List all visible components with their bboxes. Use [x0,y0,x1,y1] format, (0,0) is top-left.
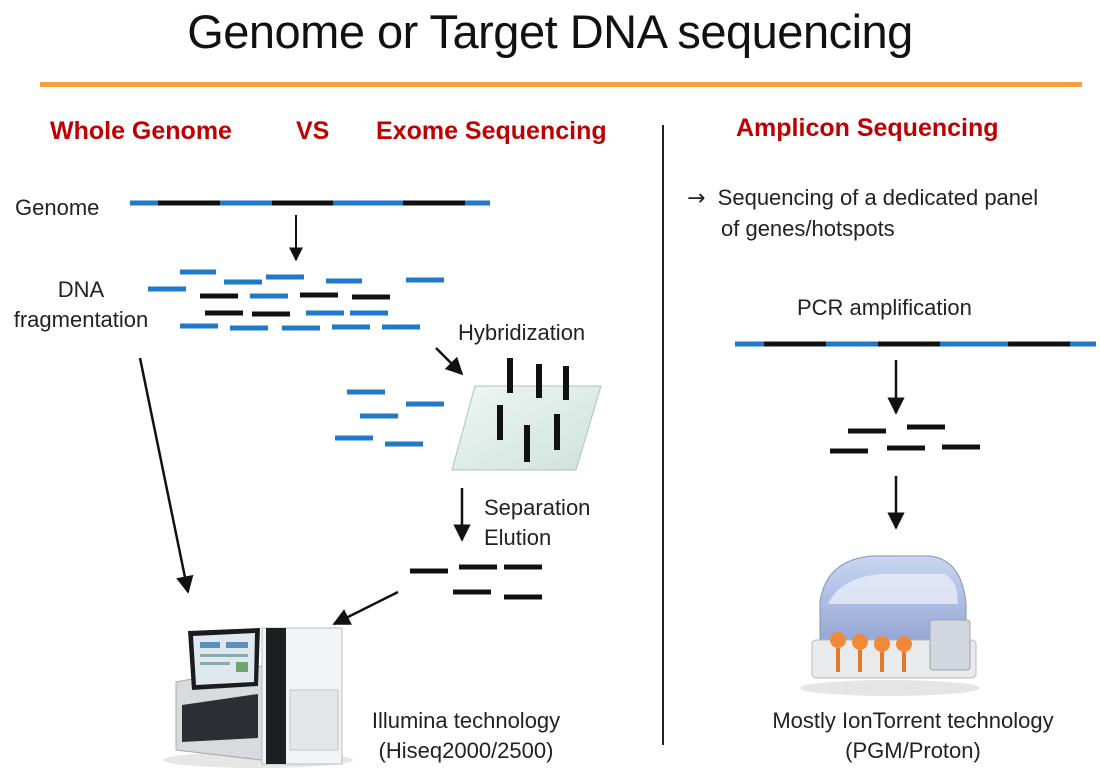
label-separation-elution: Separation Elution [484,493,590,553]
label-iontorrent: Mostly IonTorrent technology (PGM/Proton… [738,706,1088,766]
eluted-fragments [410,564,542,600]
arrow-to-hybridization [435,347,464,376]
dna-fragments [148,269,444,331]
label-illumina-line2: (Hiseq2000/2500) [378,738,554,763]
label-genome: Genome [15,195,100,220]
label-iontorrent-line1: Mostly IonTorrent technology [772,708,1054,733]
label-hybridization: Hybridization [458,320,586,345]
label-dna-fragmentation: DNA fragmentation [0,275,162,335]
label-pcr: PCR amplification [797,295,972,320]
iontorrent-instrument-image [800,555,980,696]
captured-probes [497,358,569,462]
label-dna-line2: fragmentation [13,307,149,332]
amplicon-description: → Sequencing of a dedicated panel of gen… [687,183,1038,244]
header-exome: Exome Sequencing [376,117,607,145]
label-elution: Elution [484,525,552,550]
title-divider [40,82,1082,87]
header-amplicon: Amplicon Sequencing [736,114,999,142]
page-title: Genome or Target DNA sequencing [187,5,913,58]
arrow-elution-to-illumina [332,590,399,626]
label-illumina-line1: Illumina technology [371,708,561,733]
label-iontorrent-line2: (PGM/Proton) [845,738,981,763]
amplicon-desc-line2: of genes/hotspots [721,216,895,241]
amplicon-fragments [830,424,980,454]
amplicon-desc-line1: Sequencing of a dedicated panel [717,185,1039,210]
column-divider [662,125,664,745]
unbound-fragments [335,389,444,447]
header-whole-genome: Whole Genome [50,117,232,145]
label-dna-line1: DNA [57,277,105,302]
label-illumina: Illumina technology (Hiseq2000/2500) [346,706,586,766]
arrow-fragments-to-illumina [138,357,194,594]
illumina-sequencer-image [163,627,353,768]
right-arrow-icon: → [687,186,706,211]
label-separation: Separation [484,495,591,520]
header-vs: VS [296,117,330,145]
